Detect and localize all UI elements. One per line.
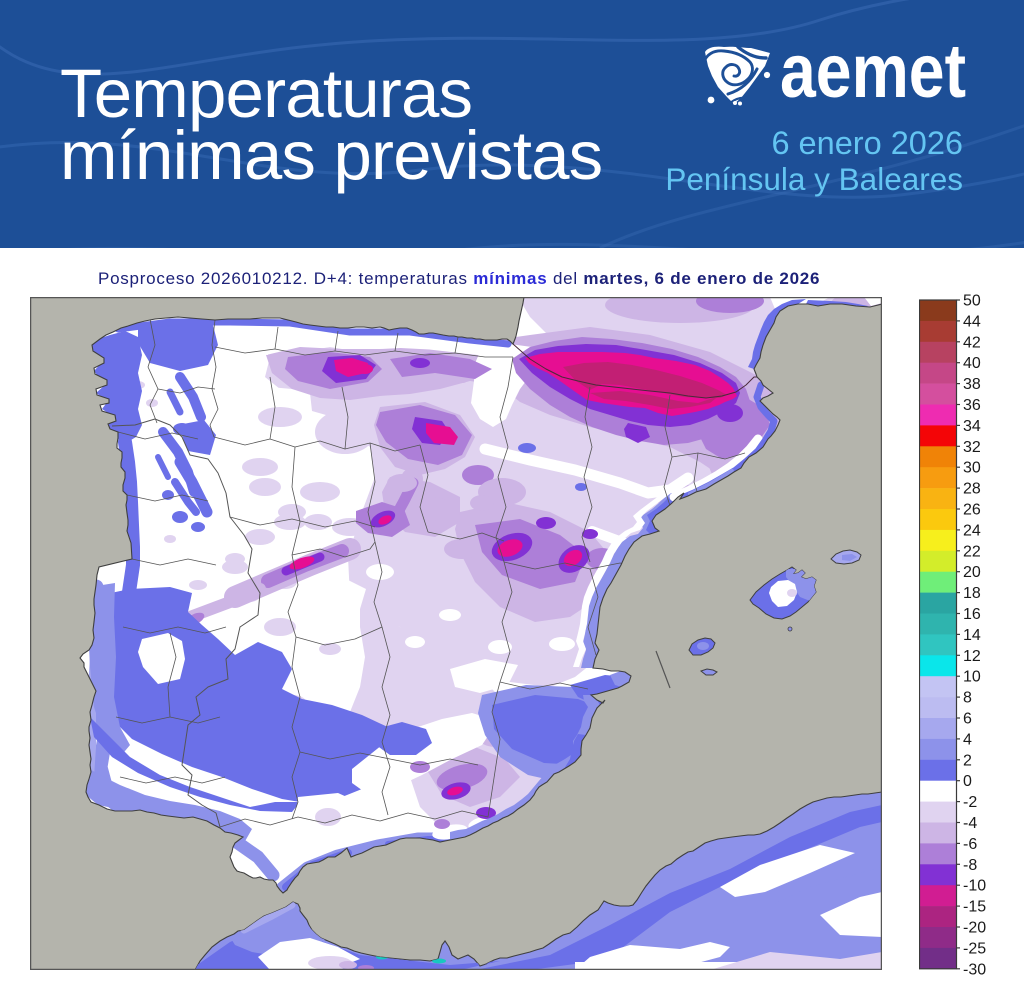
svg-text:32: 32 xyxy=(963,439,981,456)
svg-text:28: 28 xyxy=(963,481,981,498)
svg-text:-10: -10 xyxy=(963,878,986,895)
svg-text:-20: -20 xyxy=(963,920,986,937)
svg-text:4: 4 xyxy=(963,731,972,748)
svg-text:-8: -8 xyxy=(963,857,977,874)
svg-text:-4: -4 xyxy=(963,815,977,832)
svg-text:0: 0 xyxy=(963,773,972,790)
svg-text:26: 26 xyxy=(963,502,981,519)
svg-text:-25: -25 xyxy=(963,940,986,957)
svg-text:18: 18 xyxy=(963,585,981,602)
svg-text:42: 42 xyxy=(963,334,981,351)
svg-text:40: 40 xyxy=(963,355,981,372)
svg-text:14: 14 xyxy=(963,627,981,644)
svg-text:-30: -30 xyxy=(963,961,986,978)
svg-text:-15: -15 xyxy=(963,899,986,916)
svg-text:6: 6 xyxy=(963,711,972,728)
svg-text:34: 34 xyxy=(963,418,981,435)
svg-text:aemet: aemet xyxy=(780,30,966,110)
svg-text:22: 22 xyxy=(963,543,981,560)
svg-text:-6: -6 xyxy=(963,836,977,853)
svg-text:12: 12 xyxy=(963,648,981,665)
svg-text:38: 38 xyxy=(963,376,981,393)
svg-text:50: 50 xyxy=(963,293,981,310)
svg-text:16: 16 xyxy=(963,606,981,623)
svg-text:44: 44 xyxy=(963,313,981,330)
svg-text:36: 36 xyxy=(963,397,981,414)
svg-text:10: 10 xyxy=(963,669,981,686)
svg-text:30: 30 xyxy=(963,460,981,477)
svg-text:-2: -2 xyxy=(963,794,977,811)
svg-text:2: 2 xyxy=(963,752,972,769)
svg-text:24: 24 xyxy=(963,522,981,539)
svg-text:20: 20 xyxy=(963,564,981,581)
svg-text:8: 8 xyxy=(963,690,972,707)
